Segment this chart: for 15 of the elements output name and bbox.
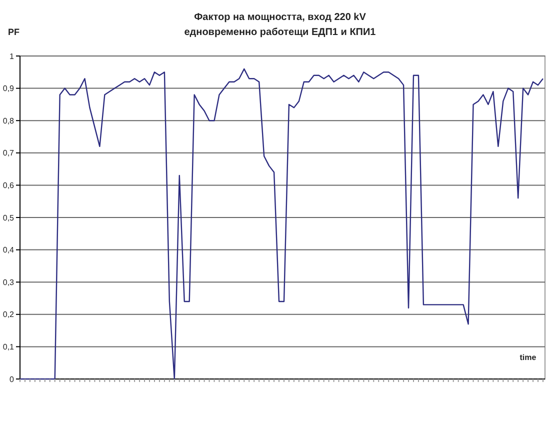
y-tick-label: 0,6 bbox=[2, 181, 15, 190]
x-axis-title: time bbox=[520, 353, 537, 362]
chart-title: Фактор на мощността, вход 220 kV bbox=[194, 12, 366, 23]
y-tick-label: 0,8 bbox=[2, 116, 15, 126]
y-tick-label: 0,7 bbox=[2, 148, 15, 158]
y-tick-label: 0,4 bbox=[2, 246, 15, 255]
y-tick-label: 0,2 bbox=[2, 310, 15, 320]
y-tick-label: 0,3 bbox=[2, 278, 15, 287]
y-tick-label: 1 bbox=[10, 52, 15, 61]
y-tick-label: 0,5 bbox=[2, 213, 15, 222]
y-tick-label: 0 bbox=[10, 374, 15, 384]
chart-subtitle: едновременно работещи ЕДП1 и КПИ1 bbox=[184, 27, 376, 38]
y-tick-label: 0,1 bbox=[2, 342, 15, 352]
y-axis-title: PF bbox=[8, 27, 20, 37]
y-tick-label: 0,9 bbox=[2, 84, 15, 94]
